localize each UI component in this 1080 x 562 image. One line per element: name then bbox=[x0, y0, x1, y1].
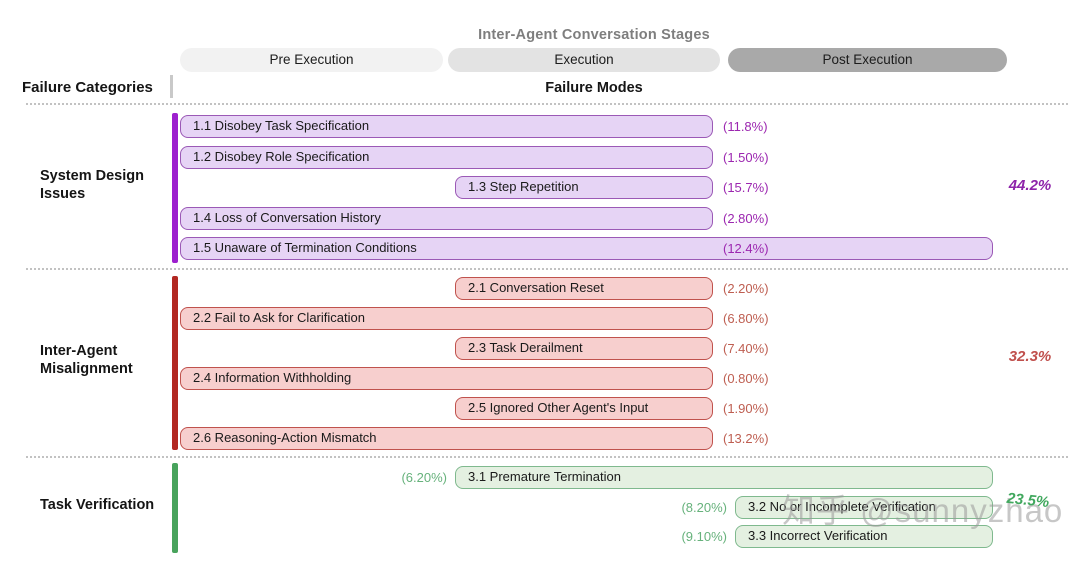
watermark: 知乎 @sunnyzhao bbox=[782, 492, 1064, 529]
category-label: Inter-Agent Misalignment bbox=[40, 342, 133, 378]
category-accent-bar bbox=[172, 276, 178, 450]
failure-mode-label: 1.4 Loss of Conversation History bbox=[193, 210, 381, 225]
failure-mode-label: 2.3 Task Derailment bbox=[468, 340, 583, 355]
failure-mode-bar: 3.3 Incorrect Verification bbox=[735, 525, 993, 548]
stage-pill-post-execution: Post Execution bbox=[728, 48, 1007, 72]
section-separator bbox=[26, 103, 1068, 105]
failure-mode-pct: (6.80%) bbox=[723, 311, 769, 326]
failure-mode-pct: (13.2%) bbox=[723, 431, 769, 446]
failure-mode-pct: (0.80%) bbox=[723, 371, 769, 386]
failure-mode-bar: 2.4 Information Withholding bbox=[180, 367, 713, 390]
failure-mode-bar: 1.2 Disobey Role Specification bbox=[180, 146, 713, 169]
failure-mode-pct: (9.10%) bbox=[681, 529, 727, 544]
failure-mode-pct: (12.4%) bbox=[723, 241, 769, 256]
failure-mode-pct: (2.20%) bbox=[723, 281, 769, 296]
failure-mode-bar: 2.3 Task Derailment bbox=[455, 337, 713, 360]
category-accent-bar bbox=[172, 113, 178, 263]
failure-mode-label: 2.6 Reasoning-Action Mismatch bbox=[193, 430, 377, 445]
failure-mode-label: 3.2 No or Incomplete Verification bbox=[748, 499, 936, 514]
failure-mode-pct: (1.50%) bbox=[723, 150, 769, 165]
stages-title: Inter-Agent Conversation Stages bbox=[478, 27, 710, 43]
failure-mode-label: 2.2 Fail to Ask for Clarification bbox=[193, 310, 365, 325]
failure-mode-label: 1.5 Unaware of Termination Conditions bbox=[193, 240, 417, 255]
failure-mode-bar: 2.5 Ignored Other Agent's Input bbox=[455, 397, 713, 420]
failure-mode-pct: (6.20%) bbox=[401, 470, 447, 485]
failure-mode-pct: (7.40%) bbox=[723, 341, 769, 356]
failure-mode-pct: (8.20%) bbox=[681, 500, 727, 515]
failure-mode-label: 2.1 Conversation Reset bbox=[468, 280, 604, 295]
category-label-line: Task Verification bbox=[40, 497, 155, 513]
category-label-line: Misalignment bbox=[40, 361, 133, 377]
failure-categories-label: Failure Categories bbox=[22, 79, 153, 96]
failure-mode-pct: (11.8%) bbox=[723, 119, 768, 134]
failure-mode-bar: 2.2 Fail to Ask for Clarification bbox=[180, 307, 713, 330]
category-accent-bar bbox=[172, 463, 178, 553]
section-separator bbox=[26, 456, 1068, 458]
failure-mode-label: 1.3 Step Repetition bbox=[468, 179, 579, 194]
failure-mode-bar: 2.6 Reasoning-Action Mismatch bbox=[180, 427, 713, 450]
category-total-pct: 44.2% bbox=[1008, 177, 1052, 194]
category-label-line: System Design bbox=[40, 168, 144, 184]
failure-mode-label: 3.3 Incorrect Verification bbox=[748, 528, 888, 543]
stage-pill-pre-execution: Pre Execution bbox=[180, 48, 443, 72]
failure-modes-label: Failure Modes bbox=[545, 80, 643, 96]
category-label-line: Issues bbox=[40, 186, 86, 202]
category-label-line: Inter-Agent bbox=[40, 343, 118, 359]
failure-mode-label: 1.2 Disobey Role Specification bbox=[193, 149, 370, 164]
failure-mode-label: 2.4 Information Withholding bbox=[193, 370, 352, 385]
failure-mode-pct: (15.7%) bbox=[723, 180, 769, 195]
failure-mode-label: 2.5 Ignored Other Agent's Input bbox=[468, 400, 649, 415]
failure-mode-bar: 3.1 Premature Termination bbox=[455, 466, 993, 489]
failure-mode-bar: 2.1 Conversation Reset bbox=[455, 277, 713, 300]
section-separator bbox=[26, 268, 1068, 270]
failure-mode-label: 3.1 Premature Termination bbox=[468, 469, 621, 484]
failure-mode-label: 1.1 Disobey Task Specification bbox=[193, 118, 370, 133]
category-total-pct: 32.3% bbox=[1008, 348, 1052, 365]
failure-mode-bar: 1.3 Step Repetition bbox=[455, 176, 713, 199]
failure-mode-bar: 1.4 Loss of Conversation History bbox=[180, 207, 713, 230]
category-label: Task Verification bbox=[40, 496, 154, 514]
failure-mode-pct: (1.90%) bbox=[723, 401, 769, 416]
failure-mode-bar: 3.2 No or Incomplete Verification bbox=[735, 496, 993, 519]
failure-mode-bar: 1.5 Unaware of Termination Conditions bbox=[180, 237, 993, 260]
failure-mode-bar: 1.1 Disobey Task Specification bbox=[180, 115, 713, 138]
category-label: System Design Issues bbox=[40, 167, 144, 203]
failure-mode-pct: (2.80%) bbox=[723, 211, 769, 226]
header-divider bbox=[170, 75, 173, 98]
stage-pill-execution: Execution bbox=[448, 48, 720, 72]
